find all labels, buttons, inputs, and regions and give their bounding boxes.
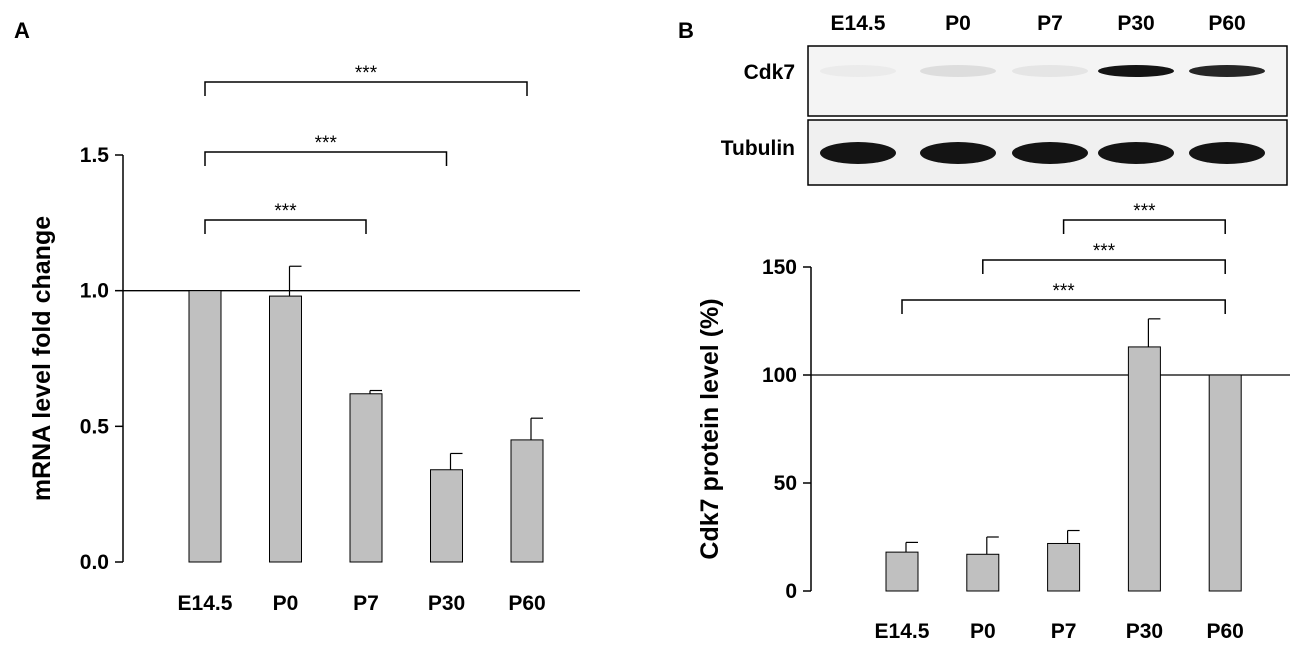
significance-label: *** (355, 63, 378, 84)
significance-label: *** (315, 133, 338, 154)
blot-lane-label: P0 (945, 12, 971, 35)
significance-label: *** (274, 201, 297, 222)
x-tick-label: P30 (428, 592, 465, 615)
x-tick-label: E14.5 (875, 620, 930, 643)
panel-a-letter: A (14, 18, 30, 43)
blot-band (1012, 142, 1088, 164)
blot-band (1189, 65, 1265, 77)
bar (1208, 374, 1242, 592)
blot-row-label-tubulin: Tubulin (721, 137, 795, 160)
y-tick-label: 1.5 (80, 144, 110, 167)
bar (430, 469, 463, 563)
significance-bracket (901, 299, 1226, 314)
chart-b: 0 50 100 150 E14.5 P0 P7 P30 P60 Cdk7 protein lev… (696, 201, 1290, 643)
x-tick-label: P60 (1207, 620, 1244, 643)
x-tick-label: P60 (508, 592, 545, 615)
bar (885, 551, 919, 592)
blot-band (920, 142, 996, 164)
y-tick-label: 100 (762, 364, 797, 387)
bar (510, 439, 544, 563)
blot-lane-label: P30 (1117, 12, 1154, 35)
y-axis-title: Cdk7 protein level (%) (696, 298, 724, 559)
blot-band (1012, 65, 1088, 77)
blot-cdk7-frame (807, 45, 1288, 117)
bar (188, 290, 222, 563)
y-tick-label: 150 (762, 256, 797, 279)
significance-label: *** (1093, 241, 1116, 262)
blot-lane-label: E14.5 (831, 12, 886, 35)
x-tick-label: P0 (273, 592, 299, 615)
bar (269, 295, 302, 563)
significance-bracket (204, 219, 367, 234)
blot-band (820, 65, 896, 77)
blot-lane-labels: E14.5 P0 P7 P30 P60 (831, 12, 1246, 35)
bar (349, 393, 383, 563)
y-tick-label: 0.0 (80, 551, 109, 574)
significance-label: *** (1133, 201, 1156, 222)
y-tick-label: 0.5 (80, 415, 110, 438)
y-tick-label: 1.0 (80, 280, 109, 303)
chart-a: 0.0 0.5 1.0 1.5 E14.5 P0 P7 P30 P60 mRNA level fo… (28, 63, 580, 615)
blot-bands (820, 65, 1265, 164)
x-tick-label: P0 (970, 620, 996, 643)
y-tick-label: 50 (774, 472, 797, 495)
significance-bracket (982, 259, 1226, 274)
x-tick-label: P7 (353, 592, 379, 615)
x-tick-label: E14.5 (178, 592, 233, 615)
panel-b-letter: B (678, 18, 694, 43)
y-tick-label: 0 (785, 580, 797, 603)
bar (1127, 346, 1161, 592)
significance-bracket (204, 81, 528, 96)
blot-lane-label: P7 (1037, 12, 1063, 35)
blot-band (1189, 142, 1265, 164)
y-axis-title: mRNA level fold change (28, 216, 56, 501)
blot-band (1098, 142, 1174, 164)
significance-label: *** (1053, 281, 1076, 302)
blot-lane-label: P60 (1208, 12, 1245, 35)
blot-row-label-cdk7: Cdk7 (744, 61, 795, 84)
blot-band (920, 65, 996, 77)
blot-band (820, 142, 896, 164)
western-blot: E14.5 P0 P7 P30 P60 Cdk7 Tubulin (721, 12, 1288, 186)
significance-bracket (1062, 219, 1226, 234)
bar (966, 553, 1000, 592)
x-tick-label: P7 (1051, 620, 1077, 643)
x-tick-label: P30 (1126, 620, 1163, 643)
bar (1047, 542, 1081, 592)
significance-bracket (204, 151, 448, 166)
blot-band (1098, 65, 1174, 77)
